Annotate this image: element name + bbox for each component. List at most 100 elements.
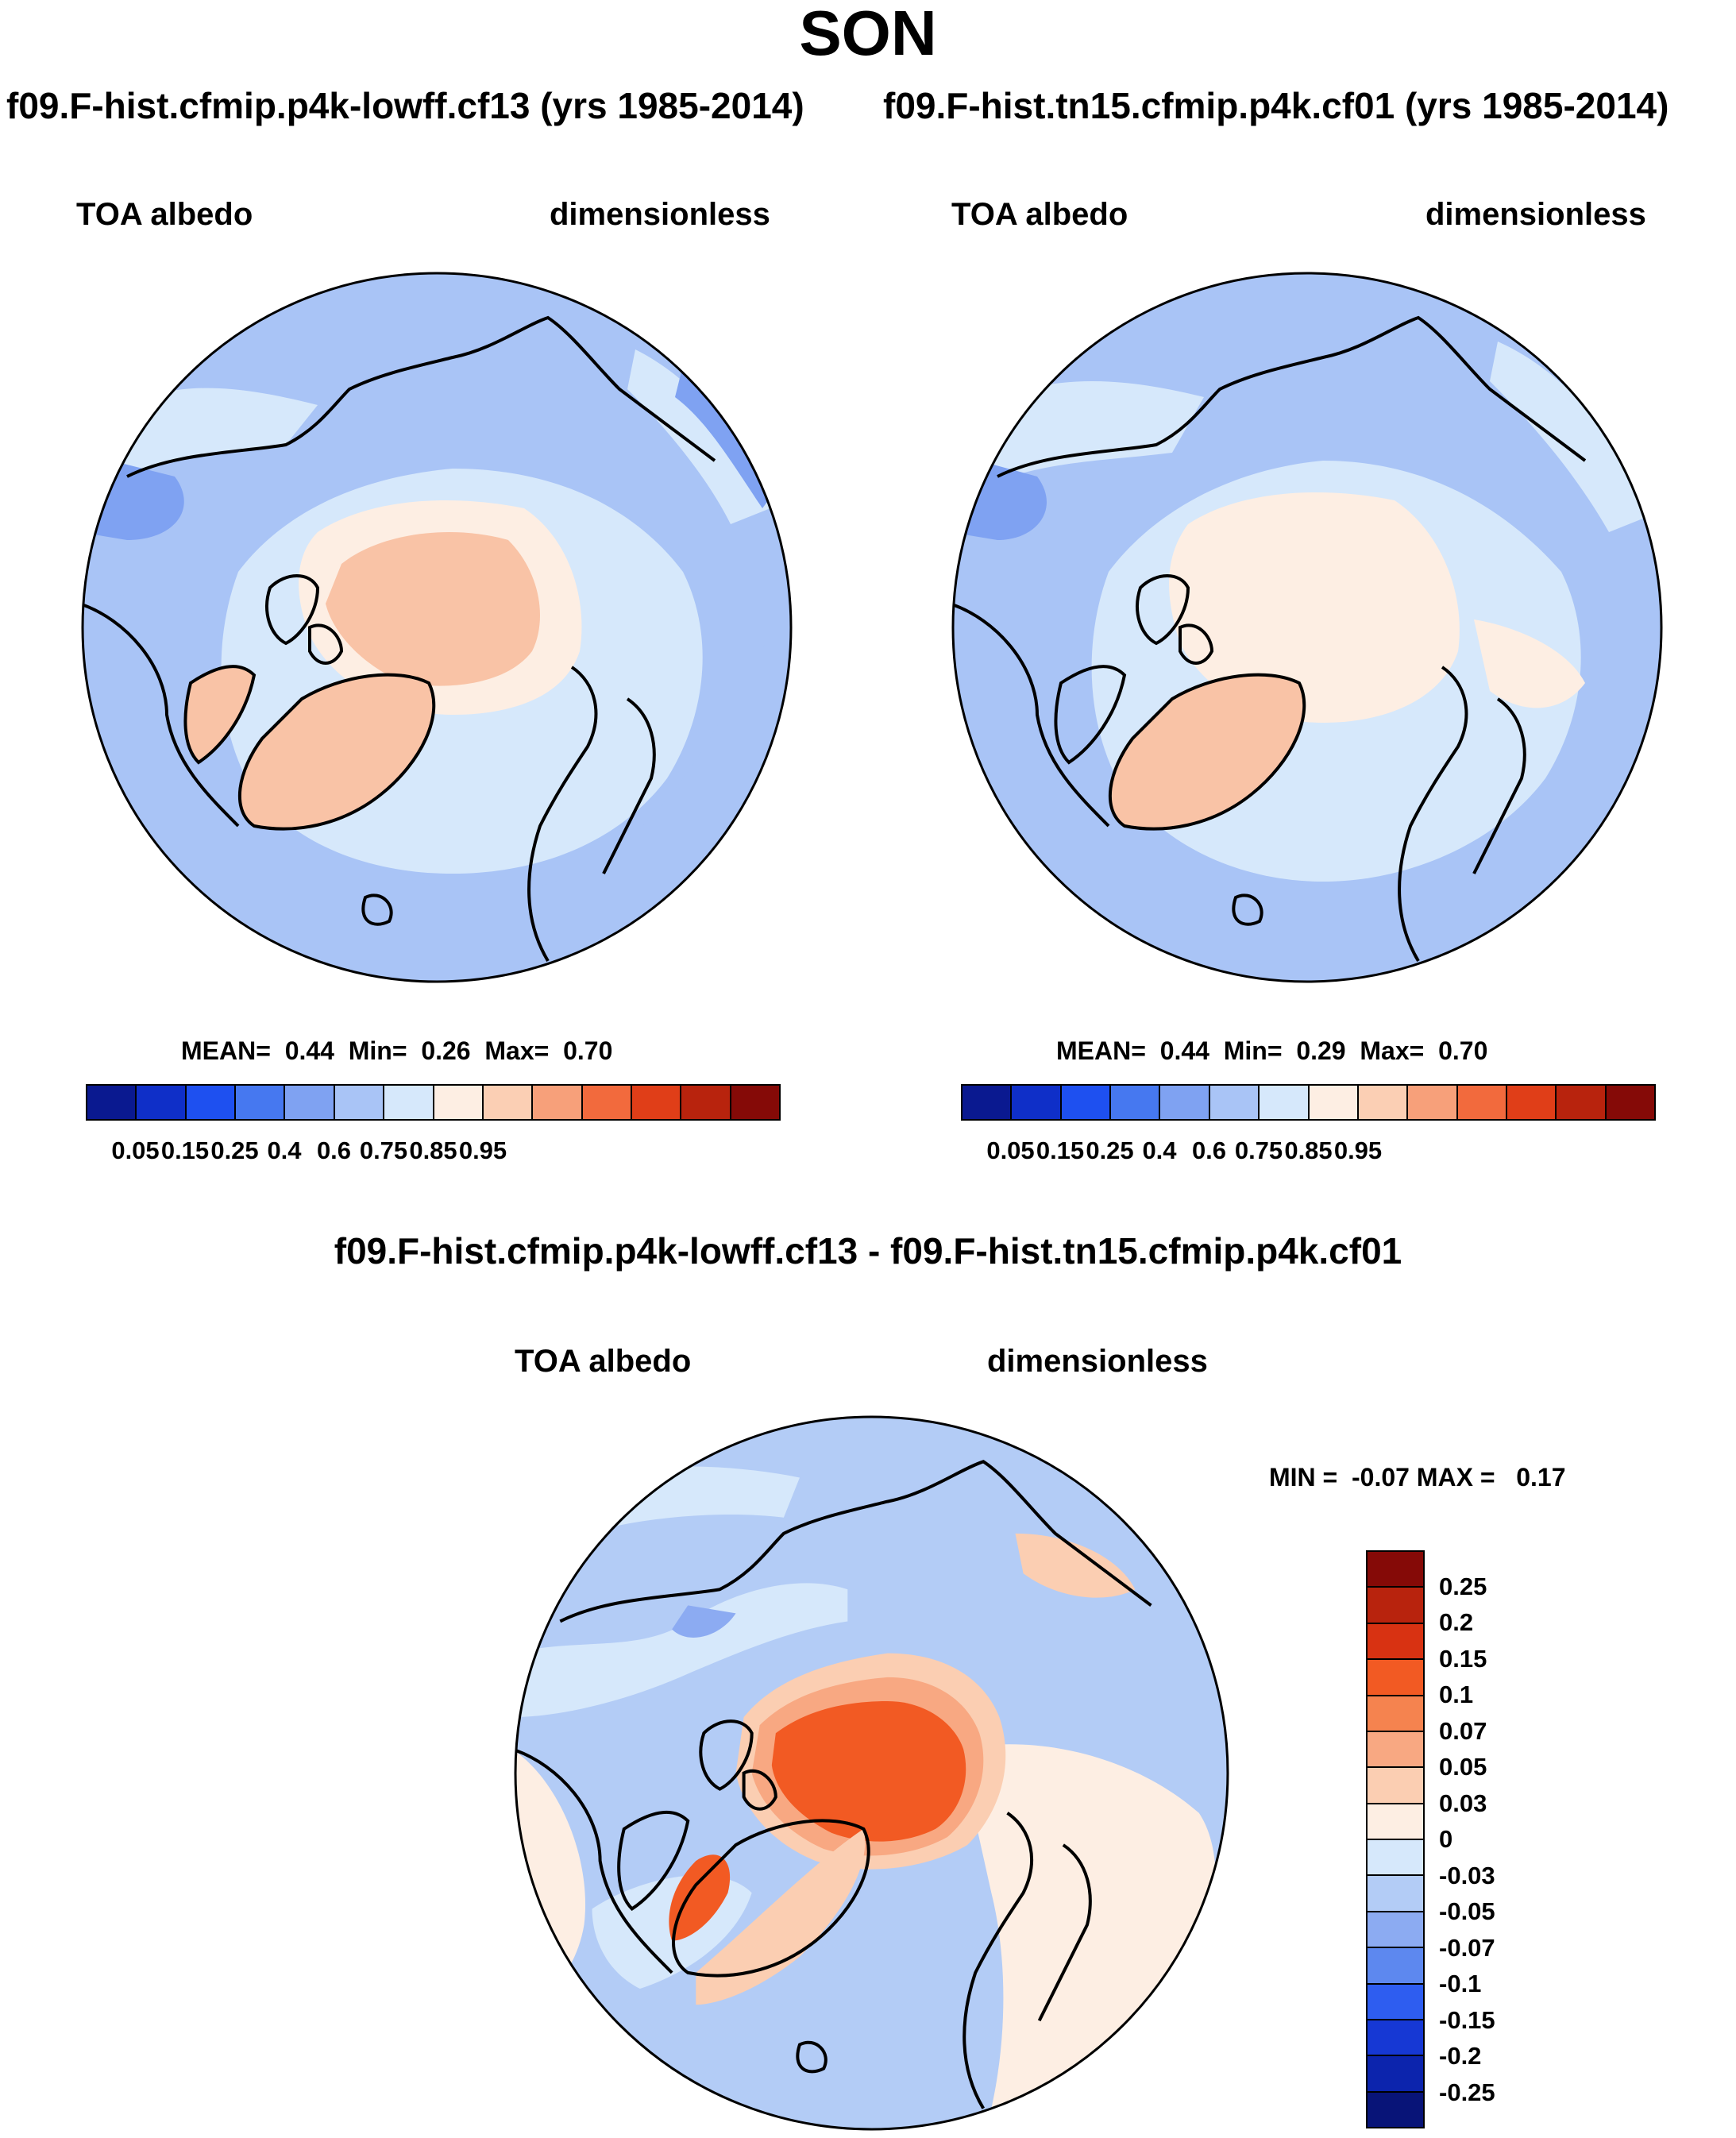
- colorbar-swatch: [680, 1086, 730, 1119]
- coastlines: [515, 1460, 1152, 2109]
- colorbar-swatch: [963, 1086, 1011, 1119]
- panel-right-variable: TOA albedo: [951, 197, 1128, 232]
- colorbar-tick-label: -0.07: [1439, 1933, 1495, 1962]
- colorbar-tick-label: 0.25: [1439, 1572, 1487, 1600]
- colorbar-tick-label: 0.15: [1036, 1137, 1085, 1164]
- colorbar-swatch: [87, 1086, 136, 1119]
- diff-salmon-spot: [1015, 1533, 1136, 1598]
- colorbar-swatch: [1368, 1552, 1423, 1587]
- coastlines: [83, 315, 716, 963]
- colorbar-tick-label: -0.2: [1439, 2042, 1482, 2070]
- arctic-salmon: [326, 532, 540, 686]
- colorbar-swatch: [1307, 1086, 1357, 1119]
- case-title-right: f09.F-hist.tn15.cfmip.p4k.cf01 (yrs 1985…: [883, 85, 1669, 126]
- colorbar-swatch: [1208, 1086, 1259, 1119]
- colorbar-swatch: [1368, 1586, 1423, 1623]
- colorbar-swatch: [184, 1086, 235, 1119]
- colorbar-tick-label: 0.95: [458, 1137, 507, 1164]
- coastlines: [953, 315, 1587, 963]
- diff-baffin-hot: [669, 1854, 731, 1941]
- colorbar-swatch: [333, 1086, 384, 1119]
- colorbar-tick-label: 0.4: [1142, 1137, 1177, 1164]
- colorbar-tick-label: 0.15: [1439, 1644, 1487, 1673]
- colorbar-tick-label: 0.6: [316, 1137, 352, 1164]
- colorbar-swatch: [1368, 1947, 1423, 1983]
- colorbar-swatch: [1010, 1086, 1060, 1119]
- canada-light: [1490, 342, 1649, 532]
- colorbar-swatch: [1368, 1622, 1423, 1659]
- colorbar-swatch: [481, 1086, 532, 1119]
- colorbar-swatch: [1368, 2018, 1423, 2055]
- diff-arctic-hot: [771, 1701, 966, 1842]
- baffin-salmon: [185, 666, 254, 762]
- colorbar-swatch: [729, 1086, 780, 1119]
- colorbar-swatch: [234, 1086, 284, 1119]
- panel-left-stats: MEAN= 0.44 Min= 0.26 Max= 0.70: [181, 1036, 613, 1065]
- colorbar-tick-label: 0.75: [359, 1137, 408, 1164]
- map-left-border: [81, 272, 793, 983]
- colorbar-tick-label: 0.85: [1284, 1137, 1333, 1164]
- canada-pale: [1474, 619, 1585, 708]
- colorbar-tick-label: -0.25: [1439, 2078, 1495, 2106]
- map-left: [81, 272, 793, 983]
- colorbar-tick-label: -0.03: [1439, 1861, 1495, 1889]
- diff-units: dimensionless: [987, 1344, 1208, 1379]
- colorbar-tick-label: -0.15: [1439, 2005, 1495, 2034]
- colorbar-swatch: [1368, 1839, 1423, 1875]
- colorbar-swatch: [1604, 1086, 1655, 1119]
- colorbar-swatch: [1456, 1086, 1506, 1119]
- colorbar-tick-label: 0.05: [986, 1137, 1035, 1164]
- colorbar-tick-label: 0.2: [1439, 1608, 1474, 1636]
- colorbar-swatch: [1059, 1086, 1110, 1119]
- colorbar-swatch: [1368, 2090, 1423, 2127]
- colorbar-swatch: [1368, 2055, 1423, 2091]
- colorbar-swatch: [1356, 1086, 1407, 1119]
- colorbar-tick-label: 0.07: [1439, 1716, 1487, 1745]
- case-title-left: f09.F-hist.cfmip.p4k-lowff.cf13 (yrs 198…: [6, 85, 804, 126]
- colorbar-tick-label: 0.03: [1439, 1789, 1487, 1817]
- diff-light-band: [515, 1583, 848, 1718]
- colorbar-tick-label: -0.1: [1439, 1970, 1482, 1997]
- figure-title: SON: [799, 0, 937, 68]
- diff-greenland-rim: [696, 1828, 866, 2005]
- colorbar-swatch: [531, 1086, 581, 1119]
- colorbar-tick-label: 0.1: [1439, 1681, 1474, 1708]
- colorbar-swatch: [432, 1086, 482, 1119]
- panel-right-stats: MEAN= 0.44 Min= 0.29 Max= 0.70: [1056, 1036, 1488, 1065]
- colorbar-left-ticks: 0.05 0.15 0.25 0.4 0.6 0.75 0.85 0.95: [86, 1137, 781, 1169]
- canada-light: [627, 349, 770, 524]
- colorbar-swatch: [1109, 1086, 1159, 1119]
- diff-stats: MIN = -0.07 MAX = 0.17: [1269, 1463, 1566, 1492]
- colorbar-tick-label: 0.05: [1439, 1753, 1487, 1781]
- panel-left-variable: TOA albedo: [76, 197, 253, 232]
- colorbar-swatch: [1368, 1658, 1423, 1695]
- colorbar-tick-label: 0.6: [1191, 1137, 1227, 1164]
- colorbar-tick-label: 0.15: [160, 1137, 210, 1164]
- ocean-outer: [83, 595, 791, 982]
- panel-right-units: dimensionless: [1425, 197, 1646, 232]
- colorbar-right-ticks: 0.05 0.15 0.25 0.4 0.6 0.75 0.85 0.95: [961, 1137, 1656, 1169]
- colorbar-swatch: [1368, 1730, 1423, 1767]
- difference-title: f09.F-hist.cfmip.p4k-lowff.cf13 - f09.F-…: [334, 1230, 1402, 1272]
- colorbar-left: [86, 1084, 781, 1121]
- colorbar-swatch: [1368, 1694, 1423, 1731]
- colorbar-difference-ticks: 0.25 0.2 0.15 0.1 0.07 0.05 0.03 0 -0.03 -0.05 -0.…: [1439, 1550, 1582, 2128]
- colorbar-swatch: [1505, 1086, 1556, 1119]
- diff-blue-spot: [672, 1605, 736, 1638]
- map-difference: [514, 1415, 1229, 2131]
- colorbar-tick-label: 0.75: [1234, 1137, 1283, 1164]
- colorbar-tick-label: 0.4: [267, 1137, 302, 1164]
- arctic-pale: [1169, 492, 1460, 723]
- colorbar-swatch: [1368, 1802, 1423, 1839]
- colorbar-swatch: [1159, 1086, 1209, 1119]
- colorbar-swatch: [135, 1086, 185, 1119]
- colorbar-tick-label: 0: [1439, 1825, 1453, 1853]
- colorbar-swatch: [1368, 1766, 1423, 1803]
- colorbar-swatch: [1368, 1910, 1423, 1947]
- colorbar-swatch: [1406, 1086, 1456, 1119]
- colorbar-tick-label: 0.25: [1086, 1137, 1134, 1164]
- map-right: [951, 272, 1663, 983]
- map-right-border: [951, 272, 1663, 983]
- map-difference-border: [514, 1415, 1229, 2131]
- colorbar-swatch: [630, 1086, 681, 1119]
